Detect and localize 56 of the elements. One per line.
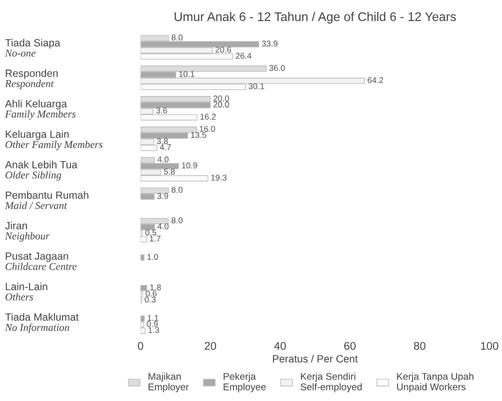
- data-label: 1.8: [150, 284, 161, 290]
- data-label: 0.3: [144, 296, 156, 303]
- x-axis-title: Peratus / Per Cent: [273, 354, 358, 362]
- x-tick-label: 20: [204, 342, 216, 350]
- legend-label: Pekerja Employee: [224, 372, 266, 392]
- data-label: 5.8: [164, 168, 175, 175]
- legend-label: Kerja Tanpa Upah Unpaid Workers: [397, 372, 474, 392]
- data-label: 1.7: [150, 236, 160, 242]
- bar: [140, 254, 144, 261]
- legend-label: Majikan Employer: [148, 372, 189, 392]
- data-label: 0.9: [146, 320, 158, 327]
- data-label: 16.2: [200, 114, 216, 120]
- data-label: 3.9: [157, 192, 168, 199]
- data-label: 30.1: [248, 83, 264, 90]
- data-label: 8.0: [172, 34, 183, 40]
- x-tick-label: 80: [414, 342, 426, 350]
- data-label: 0.6: [146, 290, 157, 296]
- data-label: 3.8: [156, 138, 168, 144]
- data-label: 26.4: [236, 52, 252, 59]
- y-tick-label: Ahli Keluarga Family Members: [4, 100, 76, 120]
- y-tick-label: Pembantu Rumah Maid / Servant: [4, 191, 88, 210]
- data-label: 19.3: [211, 174, 227, 181]
- data-label: 4.7: [160, 144, 171, 150]
- data-label: 64.2: [368, 77, 384, 84]
- data-label: 1.3: [148, 327, 160, 333]
- data-label: 13.5: [191, 132, 206, 138]
- y-tick-label: Responden Respondent: [4, 69, 58, 90]
- x-tick-label: 40: [274, 342, 286, 350]
- data-label: 1.0: [147, 254, 158, 260]
- y-tick-label: Anak Lebih Tua Older Sibling: [5, 160, 78, 181]
- data-label: 20.0: [214, 95, 230, 102]
- y-tick-label: Tiada Maklumat No Information: [4, 313, 79, 334]
- data-label: 20.0: [214, 102, 230, 108]
- y-tick-label: Lain-Lain Others: [6, 282, 48, 300]
- data-label: 8.0: [172, 186, 183, 193]
- data-label: 36.0: [269, 64, 285, 71]
- data-label: 1.1: [148, 314, 158, 321]
- legend-label: Kerja Sendiri Self-employed: [300, 372, 362, 392]
- data-label: 10.1: [179, 71, 194, 77]
- data-label: 8.0: [172, 217, 183, 224]
- data-label: 4.0: [157, 156, 169, 162]
- x-tick-label: 60: [344, 342, 356, 350]
- y-tick-label: Tiada Siapa No-one: [4, 38, 60, 57]
- data-label: 0.5: [145, 230, 156, 236]
- chart-title: Umur Anak 6 - 12 Tahun / Age of Child 6 - 12 Years: [174, 12, 456, 24]
- data-label: 33.9: [262, 40, 278, 47]
- y-tick-label: Jiran Neighbour: [4, 222, 50, 242]
- data-label: 10.9: [182, 162, 198, 168]
- data-label: 4.0: [157, 223, 169, 230]
- x-tick-label: 100: [481, 342, 498, 350]
- y-tick-label: Pusat Jagaan Childcare Centre: [6, 252, 77, 270]
- y-tick-label: Keluarga Lain Other Family Members: [6, 130, 102, 150]
- x-tick-label: 0: [138, 342, 144, 350]
- data-label: 16.0: [200, 126, 216, 132]
- data-label: 3.6: [156, 108, 168, 114]
- data-label: 20.6: [216, 46, 232, 53]
